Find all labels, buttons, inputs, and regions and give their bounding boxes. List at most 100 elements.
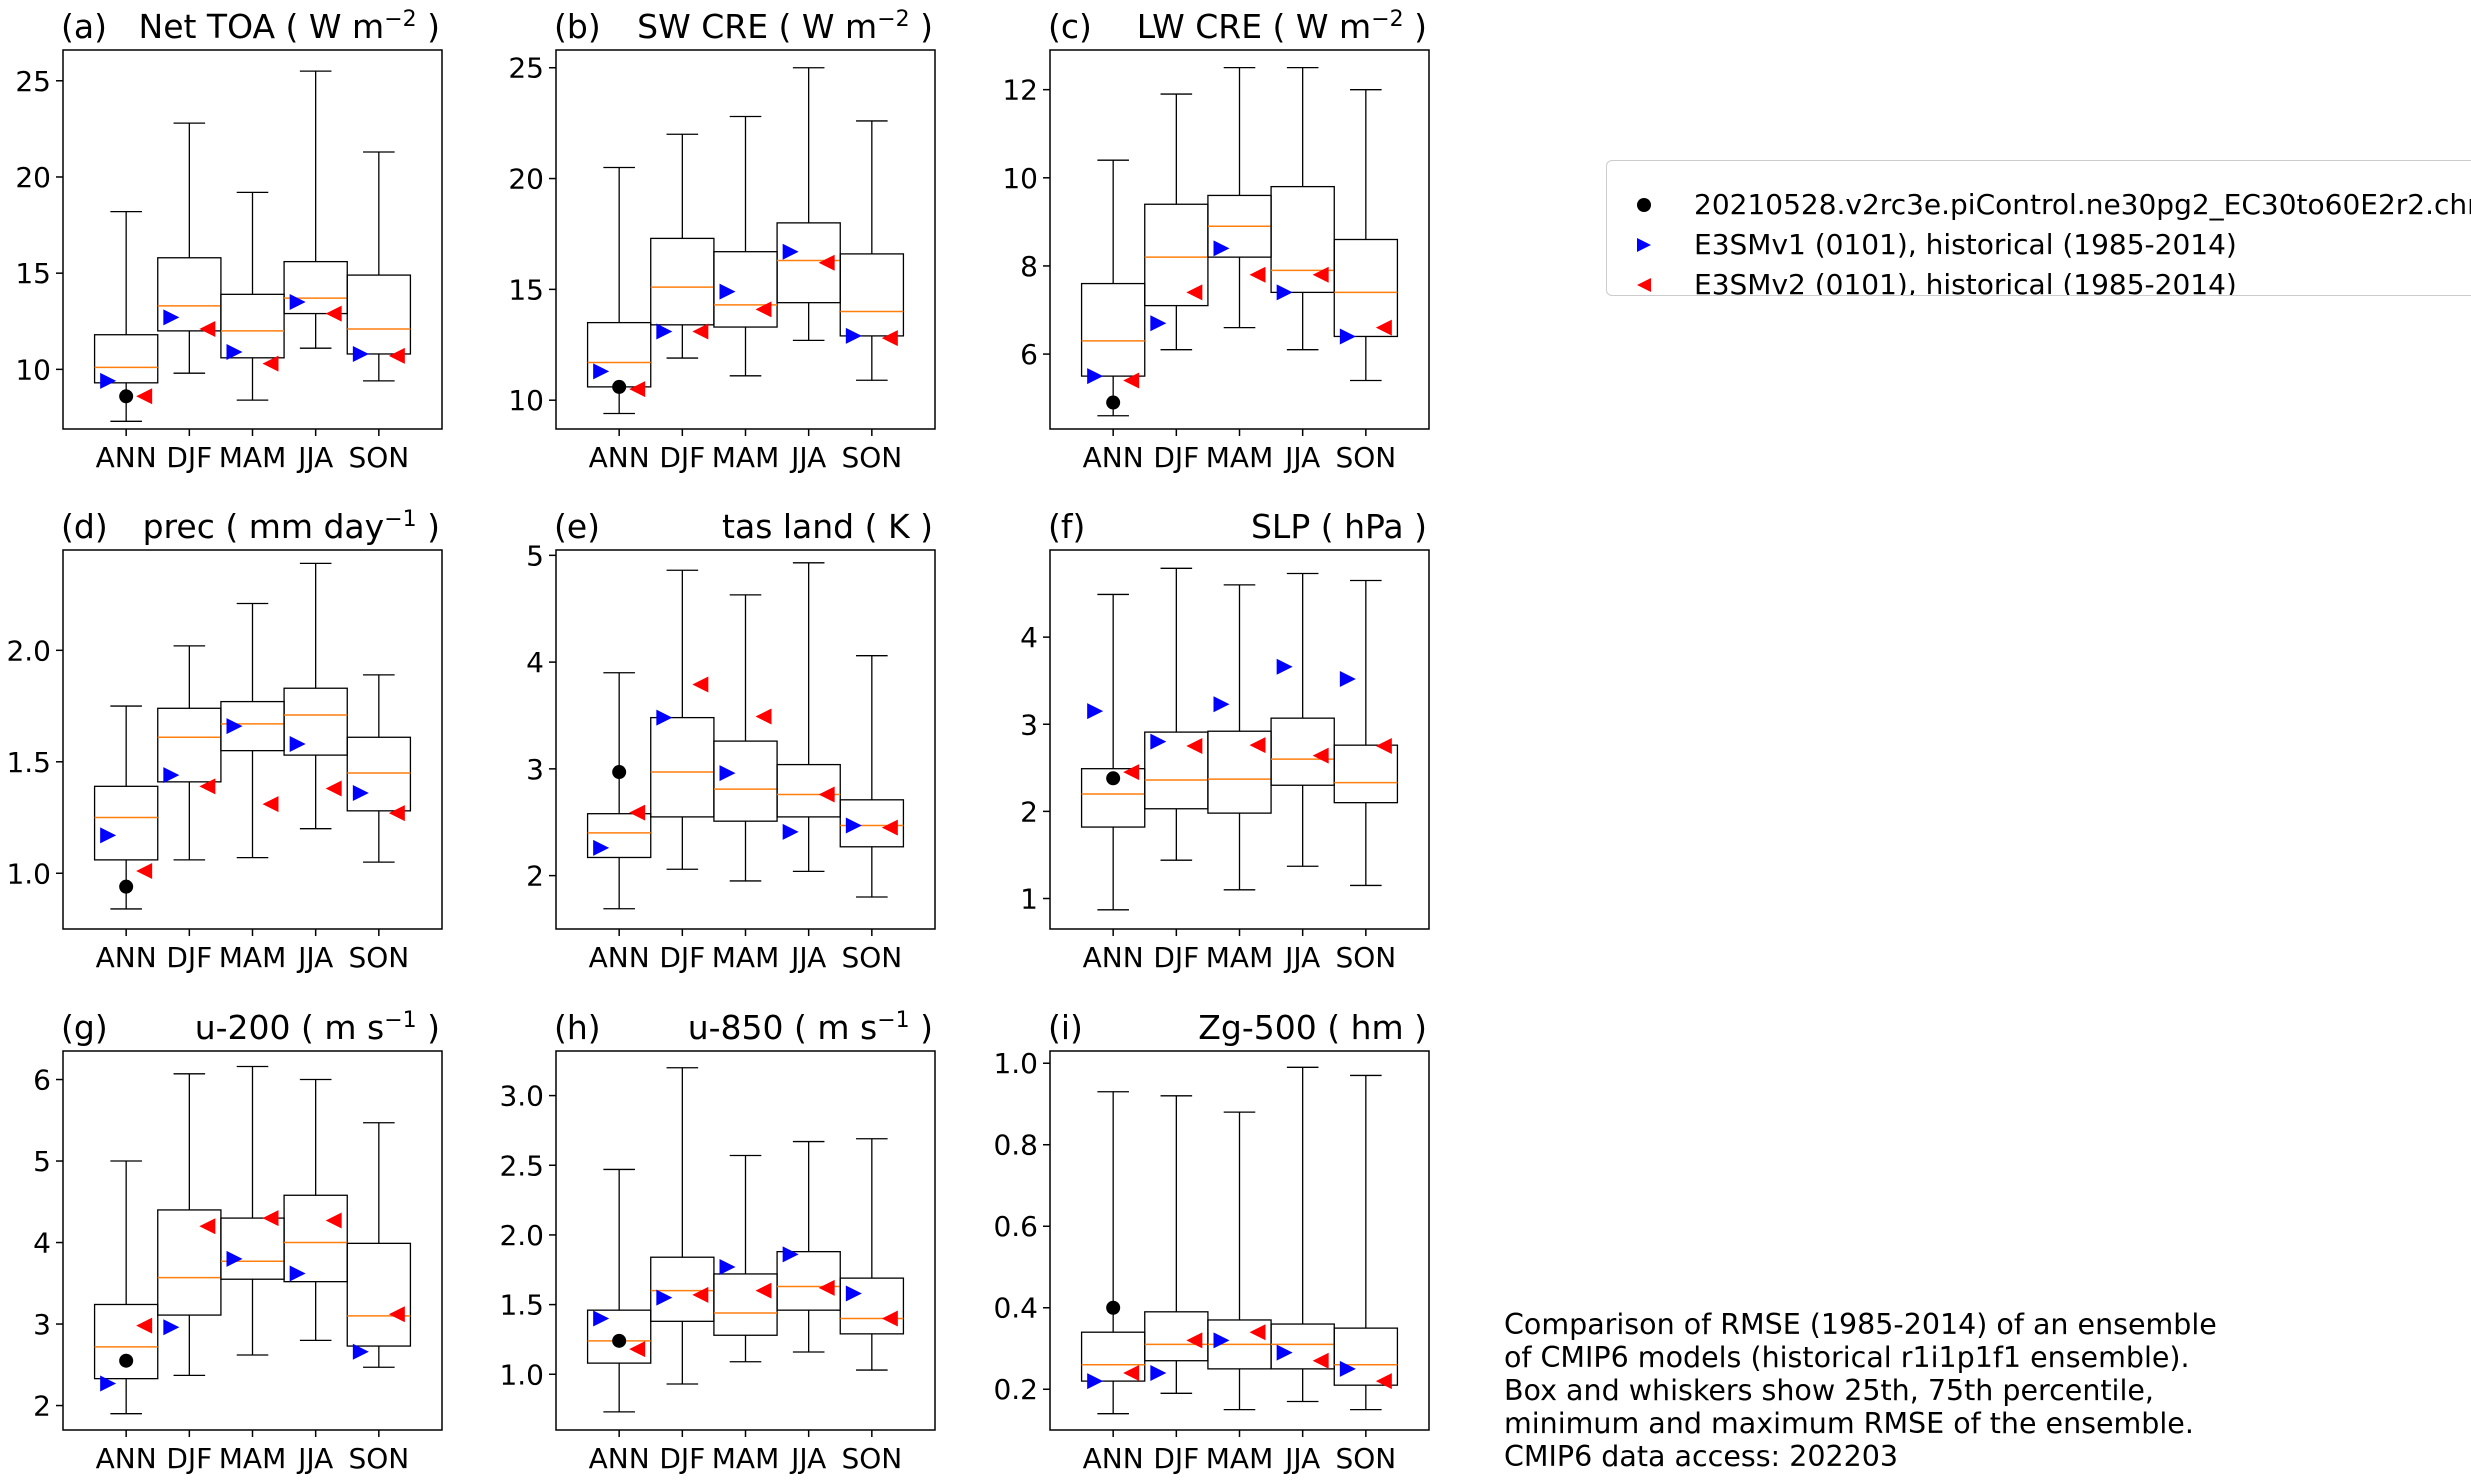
box-djf xyxy=(1144,1095,1209,1394)
box-son xyxy=(839,120,905,381)
iqr-box xyxy=(586,813,652,859)
box-djf xyxy=(1144,567,1209,861)
box-jja xyxy=(1270,66,1335,351)
y-tick-label: 20 xyxy=(15,161,51,194)
e3smv1-marker xyxy=(1339,1360,1356,1377)
legend-circle-icon xyxy=(1637,198,1651,212)
x-tick-label: ANN xyxy=(589,941,650,974)
caption-line: minimum and maximum RMSE of the ensemble… xyxy=(1504,1407,2194,1440)
iqr-box xyxy=(776,763,841,818)
iqr-box xyxy=(1333,1327,1399,1386)
x-tick-label: JJA xyxy=(296,941,333,974)
panel-title: prec ( mm day−1 ) xyxy=(143,507,440,546)
e3smv1-marker xyxy=(1276,284,1293,301)
e3smv2-marker xyxy=(1123,372,1140,389)
x-tick-label: MAM xyxy=(712,1442,779,1475)
x-tick-label: ANN xyxy=(96,941,157,974)
y-tick-label: 15 xyxy=(15,257,51,290)
y-tick-label: 4 xyxy=(526,646,544,679)
x-tick-label: MAM xyxy=(219,441,286,474)
picontrol-marker xyxy=(1106,1300,1121,1315)
y-tick-label: 1 xyxy=(1020,883,1038,916)
box-djf xyxy=(157,1073,222,1377)
x-tick-label: ANN xyxy=(1083,1442,1144,1475)
picontrol-marker xyxy=(612,1333,627,1348)
iqr-box xyxy=(1333,238,1399,338)
x-tick-label: ANN xyxy=(96,441,157,474)
y-tick-label: 25 xyxy=(508,52,544,85)
e3smv1-marker xyxy=(1087,1373,1104,1390)
iqr-box xyxy=(586,1309,652,1364)
box-son xyxy=(1333,89,1399,382)
panel-title: Zg-500 ( hm ) xyxy=(1198,1008,1427,1047)
box-ann xyxy=(93,1160,159,1415)
y-tick-label: 0.2 xyxy=(993,1373,1038,1406)
e3smv2-marker xyxy=(199,1218,216,1235)
e3smv1-marker xyxy=(289,294,306,311)
iqr-box xyxy=(839,799,905,848)
panel-label: (g) xyxy=(61,1008,108,1047)
e3smv1-marker xyxy=(1150,733,1167,750)
iqr-box xyxy=(1080,282,1146,377)
panel-label: (h) xyxy=(554,1008,601,1047)
e3smv2-marker xyxy=(1375,1373,1392,1390)
picontrol-marker xyxy=(119,879,134,894)
e3smv1-marker xyxy=(1087,368,1104,385)
box-mam xyxy=(1207,66,1272,329)
iqr-box xyxy=(220,293,285,359)
e3smv1-marker xyxy=(289,1265,306,1282)
panel-label: (f) xyxy=(1048,507,1085,546)
e3smv2-marker xyxy=(1123,1364,1140,1381)
e3smv2-marker xyxy=(1123,764,1140,781)
panel-title: Net TOA ( W m−2 ) xyxy=(139,7,440,46)
e3smv2-marker xyxy=(692,676,709,693)
y-tick-label: 15 xyxy=(508,273,544,306)
e3smv2-marker xyxy=(262,796,279,813)
panel-label: (b) xyxy=(554,7,601,46)
iqr-box xyxy=(346,274,412,355)
e3smv2-marker xyxy=(136,1317,153,1334)
legend-triangle-left-icon xyxy=(1637,278,1651,292)
x-tick-label: JJA xyxy=(1283,1442,1320,1475)
panel-i: 0.2 0.4 0.6 0.8 1.0 ANN DJF MAM JJA SON (i) Zg-500 … xyxy=(993,1008,1430,1475)
iqr-box xyxy=(650,716,715,818)
e3smv2-marker xyxy=(692,1286,709,1303)
iqr-box xyxy=(93,785,159,861)
box-djf xyxy=(650,1067,715,1385)
picontrol-marker xyxy=(119,389,134,404)
panel-label: (d) xyxy=(61,507,108,546)
x-tick-label: DJF xyxy=(166,1442,212,1475)
y-tick-label: 1.0 xyxy=(499,1358,544,1391)
x-tick-label: MAM xyxy=(1206,1442,1273,1475)
iqr-box xyxy=(839,253,905,337)
x-tick-label: MAM xyxy=(219,1442,286,1475)
y-tick-label: 12 xyxy=(1002,74,1038,107)
picontrol-marker xyxy=(612,765,627,780)
box-son xyxy=(346,151,412,382)
e3smv2-marker xyxy=(1312,747,1329,764)
e3smv2-marker xyxy=(388,805,405,822)
box-mam xyxy=(220,1065,285,1356)
x-tick-label: SON xyxy=(1335,441,1396,474)
box-jja xyxy=(776,67,841,341)
panel-title: tas land ( K ) xyxy=(722,507,933,546)
y-tick-label: 1.0 xyxy=(993,1047,1038,1080)
e3smv2-marker xyxy=(325,1212,342,1229)
box-ann xyxy=(1080,1091,1146,1415)
x-tick-label: MAM xyxy=(712,941,779,974)
iqr-box xyxy=(713,1273,778,1336)
e3smv2-marker xyxy=(629,381,646,398)
x-tick-label: ANN xyxy=(1083,441,1144,474)
panel-label: (a) xyxy=(61,7,107,46)
box-jja xyxy=(776,1140,841,1353)
e3smv2-marker xyxy=(818,786,835,803)
e3smv2-marker xyxy=(1312,1352,1329,1369)
box-jja xyxy=(1270,572,1335,867)
box-mam xyxy=(713,1154,778,1363)
e3smv1-marker xyxy=(1213,696,1230,713)
e3smv1-marker xyxy=(845,1285,862,1302)
e3smv2-marker xyxy=(1249,266,1266,283)
iqr-box xyxy=(713,740,778,822)
iqr-box xyxy=(346,1242,412,1347)
